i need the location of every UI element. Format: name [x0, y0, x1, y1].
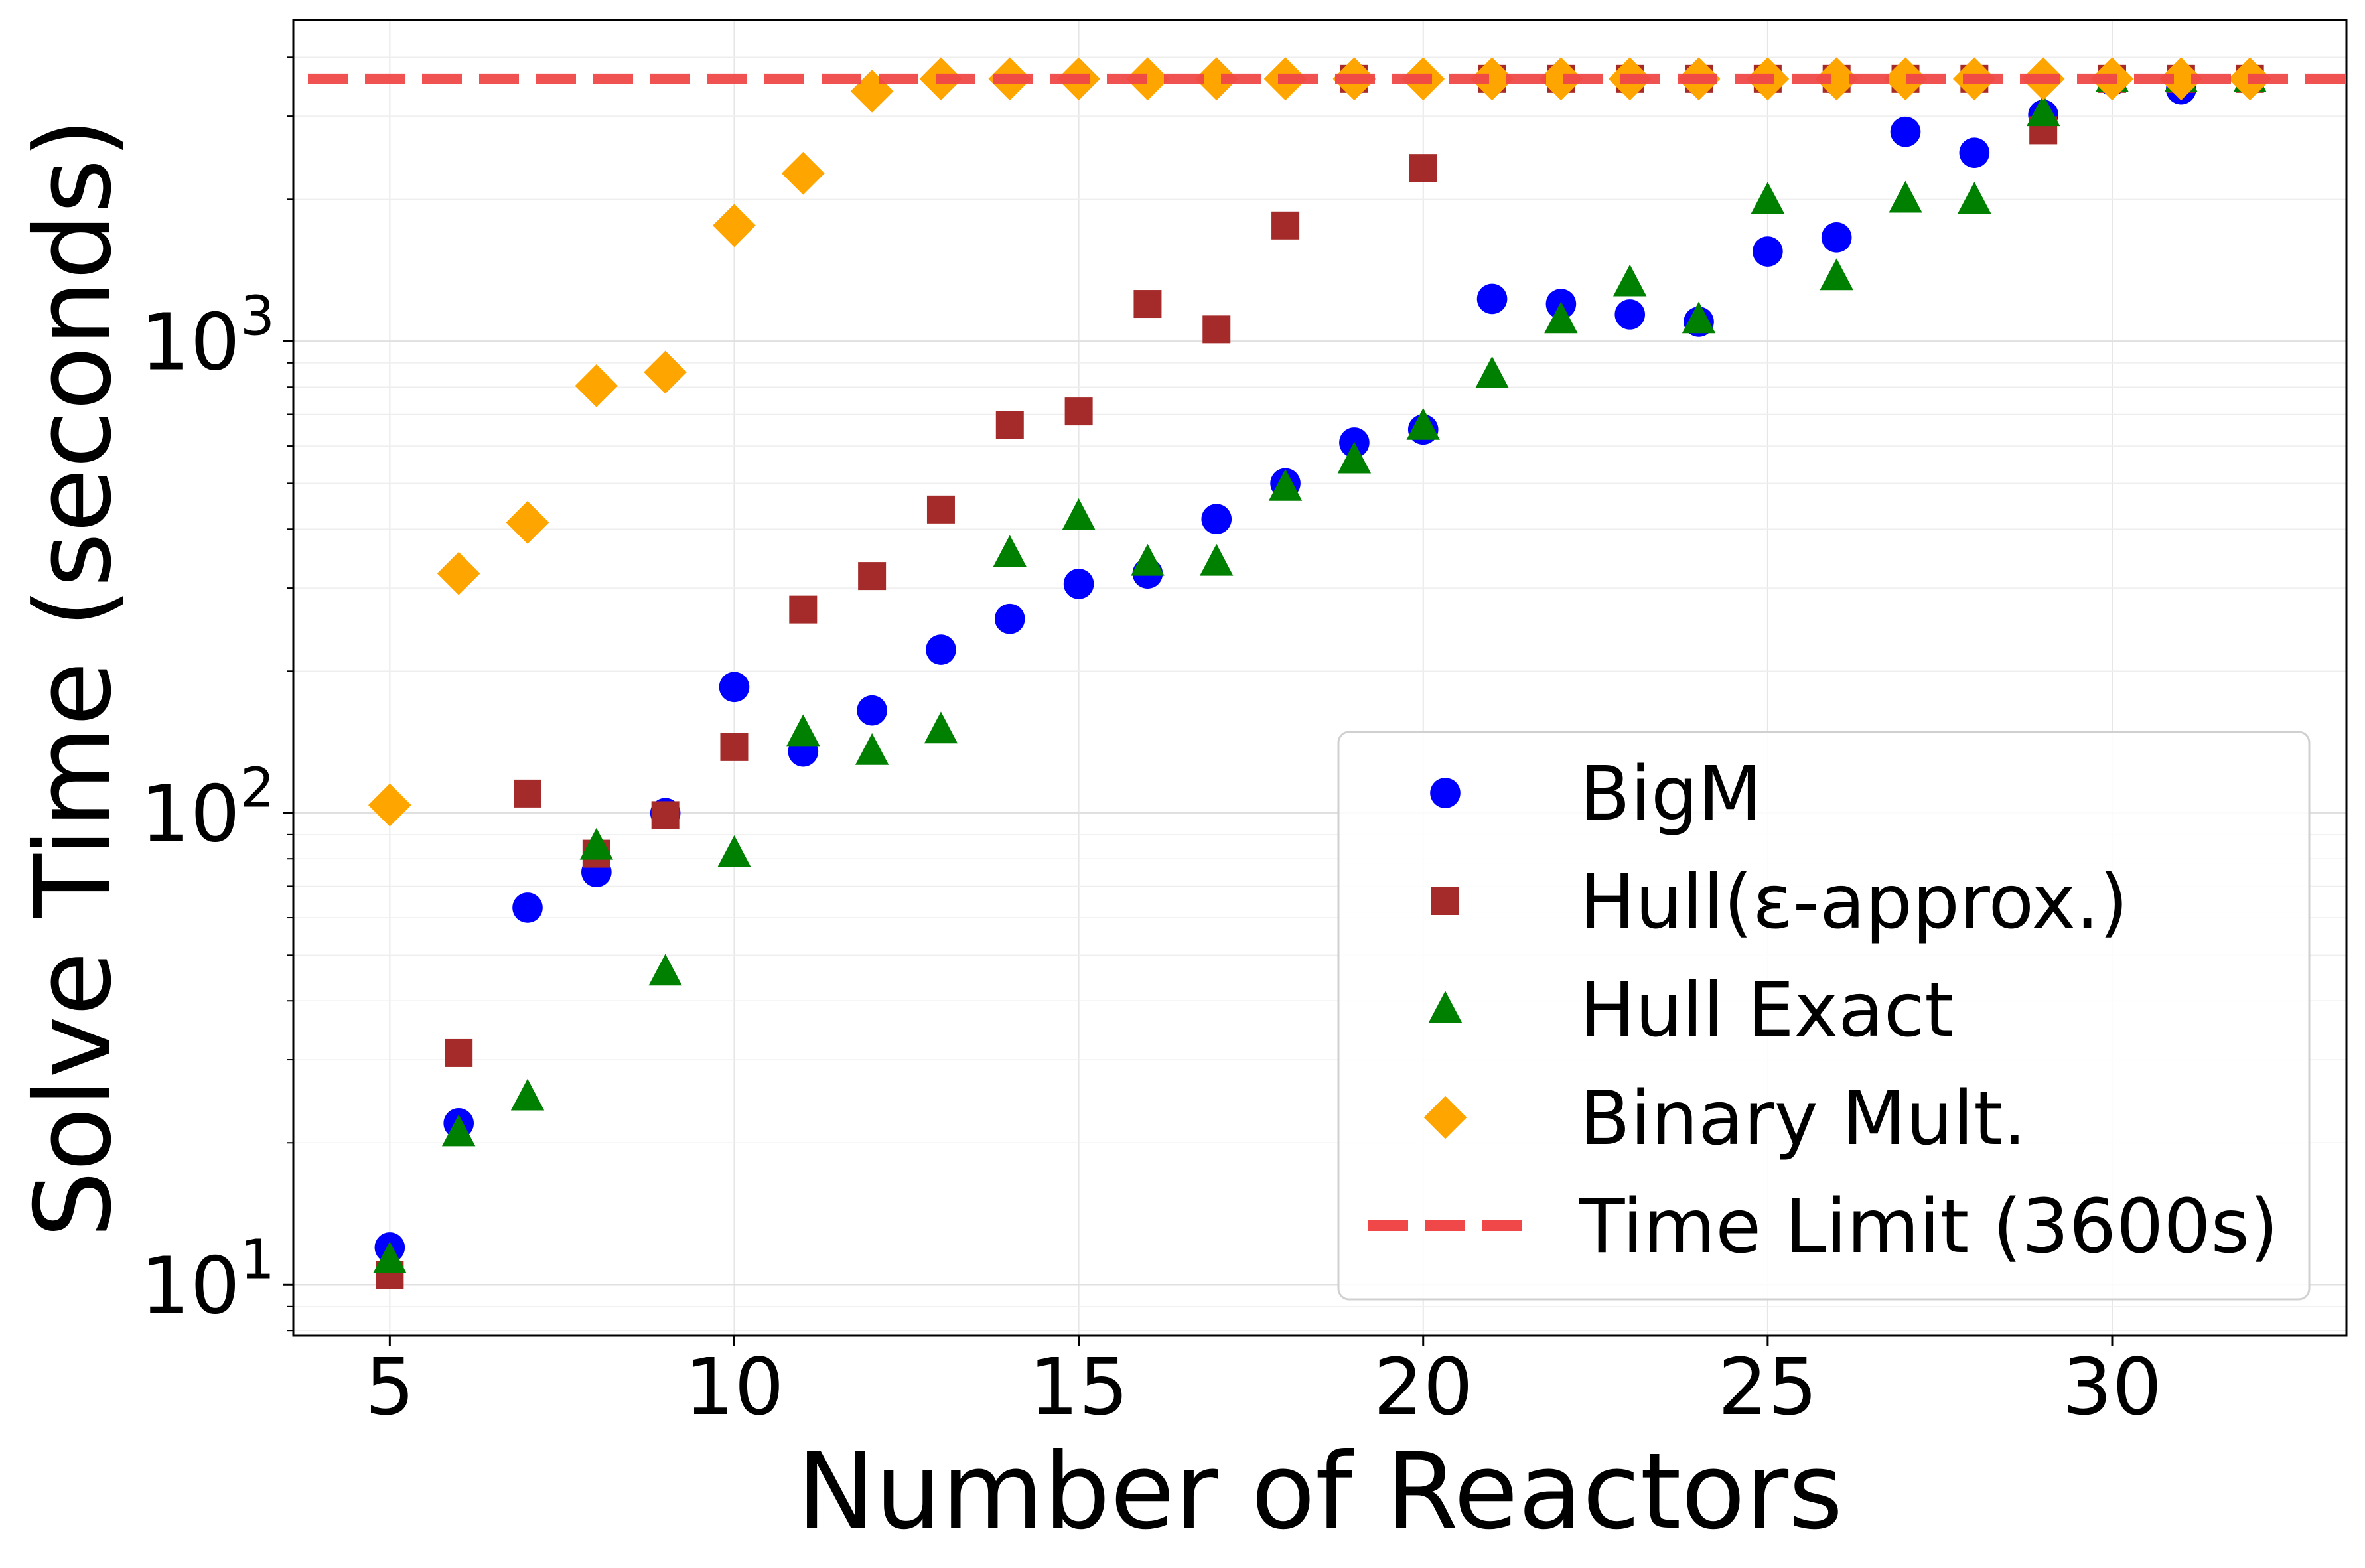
data-point-square — [789, 595, 818, 624]
data-point-triangle — [1200, 543, 1234, 576]
data-point-triangle — [1337, 441, 1372, 474]
data-point-triangle — [1820, 258, 1853, 291]
data-point-square — [1202, 315, 1231, 344]
data-point-triangle — [1751, 182, 1785, 214]
data-point-square — [1064, 397, 1093, 426]
legend-swatch-circle — [1430, 778, 1461, 808]
data-point-triangle — [1613, 264, 1647, 297]
legend-label: Hull Exact — [1579, 967, 1954, 1054]
data-point-triangle — [1062, 498, 1096, 530]
data-point-square — [651, 801, 680, 829]
data-point-square — [1133, 290, 1162, 319]
data-point-circle — [1614, 299, 1646, 330]
data-point-square — [1409, 154, 1437, 182]
data-point-triangle — [786, 714, 820, 747]
data-point-square — [858, 562, 887, 591]
data-point-diamond — [368, 783, 411, 827]
data-point-triangle — [924, 711, 958, 744]
data-point-triangle — [579, 827, 614, 860]
data-point-diamond — [1194, 57, 1238, 101]
data-point-circle — [719, 672, 750, 703]
data-point-triangle — [1406, 407, 1440, 440]
data-point-square — [720, 733, 749, 761]
data-point-circle — [1063, 569, 1094, 599]
x-tick-label: 5 — [365, 1341, 415, 1433]
data-point-diamond — [1539, 57, 1583, 101]
data-point-square — [514, 779, 542, 808]
legend-label: Time Limit (3600s) — [1579, 1184, 2279, 1270]
data-point-triangle — [1131, 543, 1165, 576]
legend: BigM Hull(ε-approx.) Hull Exact Binary Mult… — [1337, 731, 2311, 1301]
data-point-diamond — [437, 551, 480, 595]
data-point-diamond — [2159, 57, 2203, 101]
data-point-square — [926, 495, 955, 524]
plot-area-frame — [292, 19, 2348, 1337]
legend-box — [1337, 731, 2311, 1301]
data-point-triangle — [441, 1114, 476, 1147]
data-point-triangle — [1544, 301, 1578, 334]
data-point-triangle — [855, 733, 889, 765]
y-tick-label: 102 — [141, 756, 275, 859]
x-tick-label: 20 — [1374, 1341, 1473, 1433]
data-point-circle — [1890, 116, 1921, 147]
data-point-triangle — [510, 1078, 545, 1111]
data-point-triangle — [1958, 182, 1991, 214]
x-tick-label: 25 — [1718, 1341, 1818, 1433]
y-tick-label: 101 — [141, 1228, 275, 1331]
data-point-circle — [926, 634, 956, 665]
legend-label: BigM — [1579, 751, 1762, 837]
data-point-triangle — [1889, 180, 1922, 213]
x-tick-label: 10 — [684, 1341, 784, 1433]
data-point-triangle — [1682, 301, 1716, 334]
data-point-triangle — [993, 535, 1027, 567]
x-axis-label: Number of Reactors — [797, 1431, 1843, 1553]
data-point-triangle — [717, 835, 751, 867]
data-point-circle — [857, 695, 887, 726]
data-point-diamond — [1884, 57, 1927, 101]
data-point-circle — [1476, 283, 1508, 315]
x-tick-label: 15 — [1029, 1341, 1129, 1433]
data-point-diamond — [575, 364, 618, 407]
data-point-circle — [1201, 504, 1232, 535]
data-point-diamond — [850, 69, 894, 113]
data-point-square — [445, 1038, 473, 1067]
legend-swatch-square — [1431, 887, 1459, 915]
data-point-diamond — [781, 151, 825, 195]
data-point-circle — [994, 603, 1025, 634]
x-tick-label: 30 — [2062, 1341, 2162, 1433]
y-tick-label: 103 — [141, 285, 275, 388]
data-point-diamond — [644, 350, 687, 394]
data-point-diamond — [1815, 57, 1859, 101]
axis-ticks: 5 10 15 20 25 30 101 102 103 — [141, 56, 2162, 1433]
data-point-diamond — [713, 204, 756, 248]
data-point-triangle — [2026, 94, 2060, 127]
data-point-triangle — [1475, 356, 1509, 388]
data-point-triangle — [648, 954, 682, 986]
data-point-square — [1271, 211, 1300, 240]
series-triangle — [373, 60, 2267, 1273]
legend-label: Binary Mult. — [1579, 1076, 2027, 1162]
data-point-triangle — [373, 1241, 407, 1273]
data-point-circle — [512, 892, 543, 923]
data-point-circle — [1959, 137, 1990, 168]
legend-swatch-diamond — [1423, 1096, 1467, 1139]
data-point-circle — [1753, 236, 1783, 267]
legend-label: Hull(ε-approx.) — [1579, 859, 2128, 946]
data-point-diamond — [1126, 57, 1169, 101]
data-point-circle — [1821, 222, 1852, 253]
legend-swatch-triangle — [1428, 991, 1463, 1023]
data-point-square — [995, 411, 1024, 439]
y-axis-label: Solve Time (seconds) — [13, 118, 135, 1238]
data-point-triangle — [1268, 468, 1303, 501]
data-point-diamond — [1470, 57, 1514, 101]
data-point-diamond — [506, 500, 549, 544]
